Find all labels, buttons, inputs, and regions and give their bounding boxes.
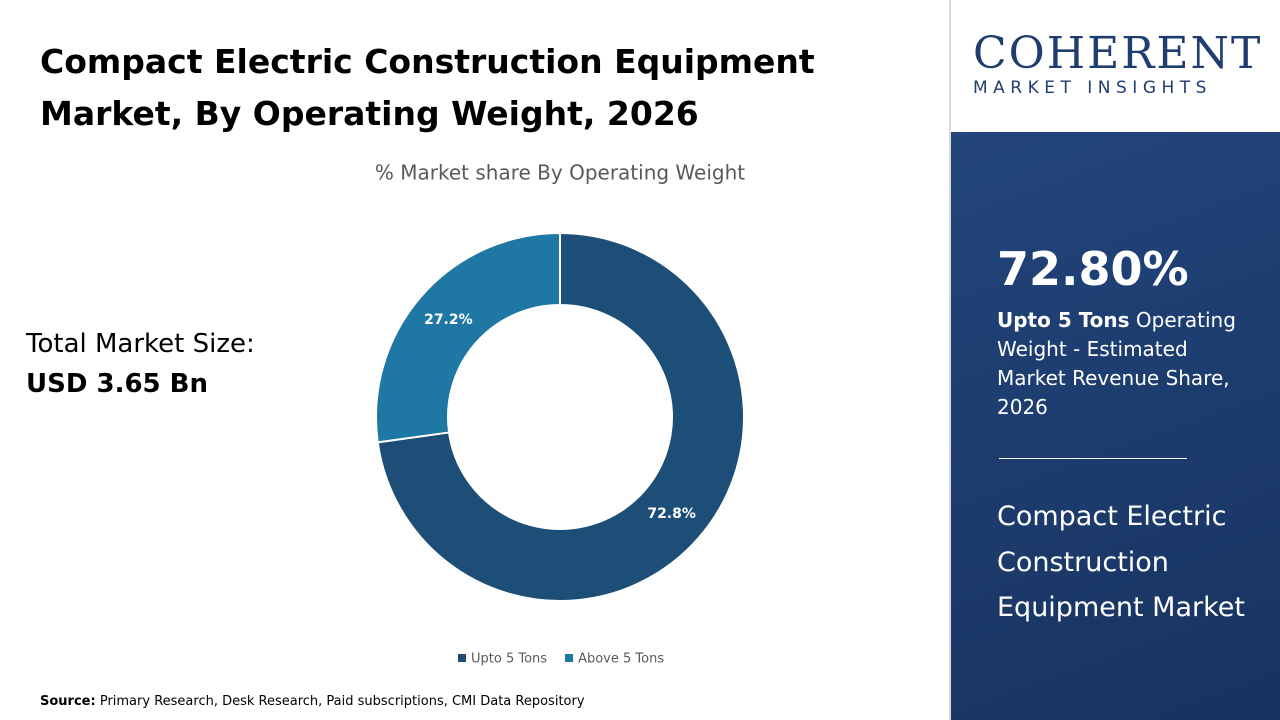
total-label: Total Market Size: — [26, 329, 255, 359]
source: Source: Primary Research, Desk Research,… — [40, 694, 585, 709]
highlight-text: Operating Weight - Estimated Market Reve… — [997, 308, 1236, 419]
total-value: USD 3.65 Bn — [26, 369, 208, 399]
logo-tagline: MARKET INSIGHTS — [973, 78, 1212, 98]
donut-slice — [376, 231, 745, 602]
highlight-desc: Upto 5 Tons Operating Weight - Estimated… — [997, 306, 1257, 422]
logo-name: COHERENT — [973, 28, 1263, 79]
divider — [999, 458, 1187, 459]
legend-label: Above 5 Tons — [578, 652, 664, 667]
legend-swatch — [458, 654, 466, 662]
source-text: Primary Research, Desk Research, Paid su… — [99, 694, 585, 709]
total-market: Total Market Size: USD 3.65 Bn — [26, 324, 255, 404]
highlight-market: Compact Electric Construction Equipment … — [997, 501, 1245, 623]
data-label: 27.2% — [424, 312, 473, 328]
donut-slice — [375, 231, 561, 444]
page-title: Compact Electric Construction Equipment … — [40, 42, 815, 133]
legend-label: Upto 5 Tons — [471, 652, 547, 667]
highlight-box: 72.80% Upto 5 Tons Operating Weight - Es… — [951, 132, 1280, 720]
chart: % Market share By Operating Weight 72.8%… — [375, 161, 745, 667]
chart-subtitle: % Market share By Operating Weight — [375, 161, 745, 185]
logo: COHERENT MARKET INSIGHTS — [951, 0, 1280, 132]
data-label: 72.8% — [647, 506, 696, 522]
legend-swatch — [565, 654, 574, 662]
highlight-segment: Upto 5 Tons — [997, 308, 1130, 332]
source-label: Source: — [40, 694, 96, 709]
highlight-value: 72.80% — [997, 242, 1189, 296]
side-panel: COHERENT MARKET INSIGHTS 72.80% Upto 5 T… — [949, 0, 1280, 720]
